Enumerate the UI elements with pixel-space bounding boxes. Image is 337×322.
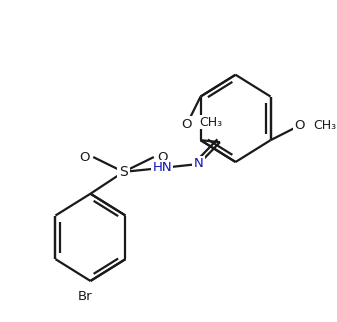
Text: S: S	[119, 165, 128, 179]
Text: O: O	[80, 150, 90, 164]
Text: O: O	[182, 118, 192, 131]
Text: CH₃: CH₃	[200, 116, 223, 129]
Text: Br: Br	[78, 290, 92, 303]
Text: HN: HN	[152, 161, 172, 175]
Text: CH₃: CH₃	[313, 119, 336, 132]
Text: N: N	[194, 157, 204, 170]
Text: O: O	[157, 150, 167, 164]
Text: O: O	[295, 119, 305, 132]
